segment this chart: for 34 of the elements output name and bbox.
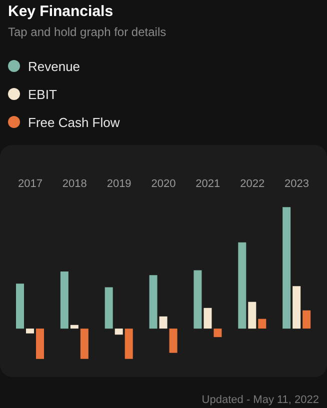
legend-label: Revenue xyxy=(28,58,80,74)
bar xyxy=(302,310,311,329)
bar xyxy=(204,308,212,329)
bar xyxy=(114,328,123,335)
bar xyxy=(159,316,168,329)
chart-subtitle: Tap and hold graph for details xyxy=(8,25,166,39)
bar xyxy=(124,328,133,359)
bar xyxy=(80,328,88,359)
x-tick-label: 2018 xyxy=(62,178,87,190)
x-tick-label: 2022 xyxy=(240,178,265,190)
x-tick-label: 2017 xyxy=(18,178,42,190)
bar xyxy=(194,270,202,329)
bar xyxy=(26,328,34,334)
bar xyxy=(169,328,178,353)
x-tick-label: 2020 xyxy=(151,178,176,190)
text: Updated - May 11, 2022 xyxy=(202,394,319,406)
bar xyxy=(238,242,246,329)
bar xyxy=(60,272,68,329)
bar xyxy=(149,275,158,329)
chart-title: Key Financials xyxy=(8,3,114,20)
legend-label: Free Cash Flow xyxy=(28,114,120,130)
bar xyxy=(282,207,291,329)
x-tick-label: 2019 xyxy=(106,178,132,190)
bar xyxy=(214,328,222,338)
bar xyxy=(36,328,44,359)
bar xyxy=(70,324,78,329)
bar xyxy=(248,302,256,329)
bar xyxy=(104,287,113,329)
x-tick-label: 2023 xyxy=(284,178,310,190)
x-tick-label: 2021 xyxy=(196,178,220,190)
legend-label: EBIT xyxy=(28,86,57,102)
bar xyxy=(258,318,266,329)
bar xyxy=(16,284,24,329)
bar xyxy=(292,286,301,329)
